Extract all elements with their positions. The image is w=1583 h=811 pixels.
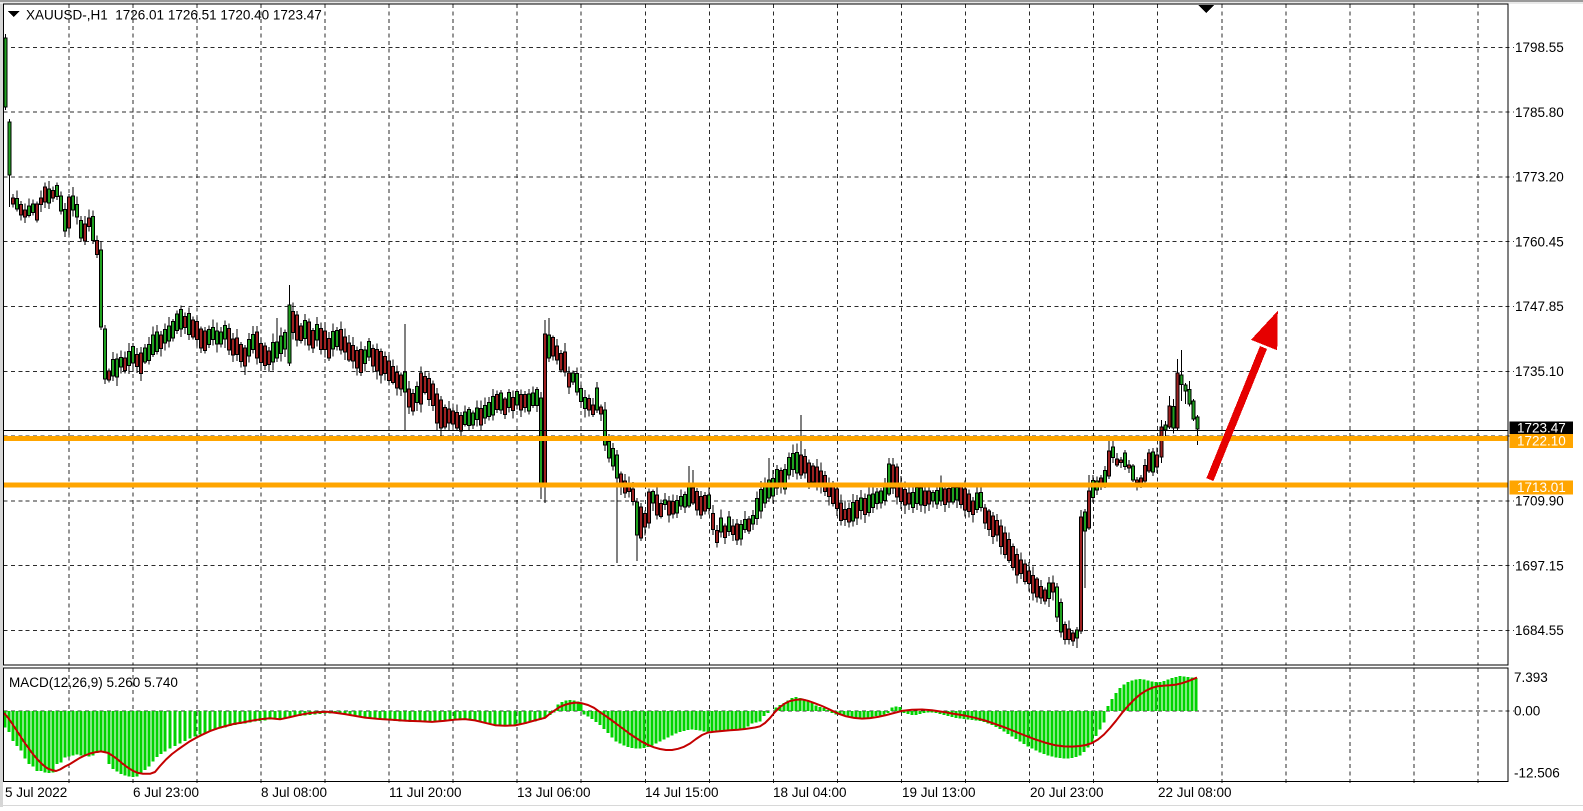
svg-text:1747.85: 1747.85: [1515, 299, 1564, 314]
svg-text:8 Jul 08:00: 8 Jul 08:00: [261, 785, 327, 800]
svg-text:1713.01: 1713.01: [1517, 480, 1566, 495]
svg-text:1785.80: 1785.80: [1515, 105, 1564, 120]
svg-text:18 Jul 04:00: 18 Jul 04:00: [773, 785, 847, 800]
svg-text:11 Jul 20:00: 11 Jul 20:00: [389, 785, 462, 800]
svg-text:1735.10: 1735.10: [1515, 364, 1564, 379]
svg-text:1697.15: 1697.15: [1515, 558, 1564, 573]
svg-text:1722.10: 1722.10: [1517, 434, 1566, 449]
svg-text:19 Jul 13:00: 19 Jul 13:00: [902, 785, 976, 800]
svg-text:6 Jul 23:00: 6 Jul 23:00: [133, 785, 199, 800]
svg-text:22 Jul 08:00: 22 Jul 08:00: [1158, 785, 1232, 800]
svg-text:1723.47: 1723.47: [1517, 420, 1566, 435]
svg-text:-12.506: -12.506: [1514, 766, 1560, 781]
svg-text:1760.45: 1760.45: [1515, 234, 1564, 249]
svg-text:MACD(12,26,9) 5.260 5.740: MACD(12,26,9) 5.260 5.740: [9, 675, 178, 690]
svg-text:7.393: 7.393: [1514, 670, 1548, 685]
svg-text:XAUUSD-,H1 1726.01 1726.51 17: XAUUSD-,H1 1726.01 1726.51 1720.40 1723.…: [26, 8, 322, 23]
svg-text:20 Jul 23:00: 20 Jul 23:00: [1030, 785, 1104, 800]
svg-text:1773.20: 1773.20: [1515, 170, 1564, 185]
svg-text:0.00: 0.00: [1514, 704, 1540, 719]
svg-text:14 Jul 15:00: 14 Jul 15:00: [645, 785, 719, 800]
svg-text:1709.90: 1709.90: [1515, 494, 1564, 509]
svg-text:1798.55: 1798.55: [1515, 40, 1564, 55]
svg-text:1684.55: 1684.55: [1515, 623, 1564, 638]
svg-text:5 Jul 2022: 5 Jul 2022: [5, 785, 67, 800]
svg-text:13 Jul 06:00: 13 Jul 06:00: [517, 785, 591, 800]
